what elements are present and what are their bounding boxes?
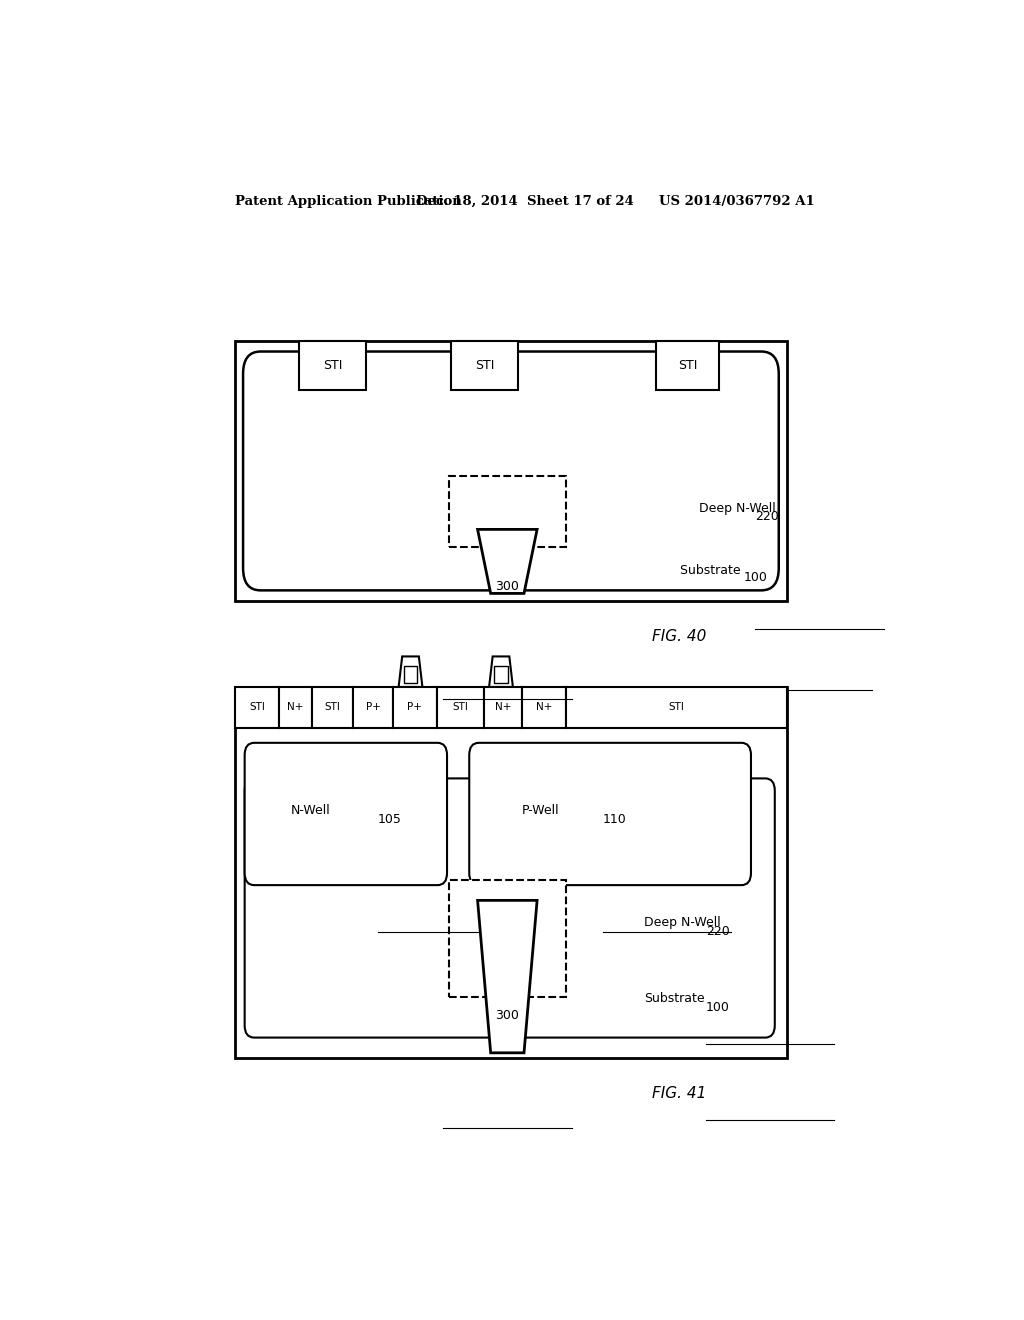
Bar — [236, 686, 279, 727]
Bar — [655, 342, 719, 391]
Text: 300: 300 — [496, 581, 519, 593]
Text: N+: N+ — [288, 702, 304, 713]
Text: N-Well: N-Well — [291, 804, 331, 817]
Text: Deep N-Well: Deep N-Well — [699, 502, 780, 515]
Bar — [449, 880, 566, 997]
Text: 105: 105 — [378, 813, 401, 826]
Text: STI: STI — [475, 359, 495, 372]
Text: 100: 100 — [706, 1001, 730, 1014]
Polygon shape — [477, 900, 538, 1053]
Text: 110: 110 — [602, 813, 627, 826]
Bar — [522, 686, 566, 727]
Text: 100: 100 — [743, 572, 768, 583]
Text: Substrate: Substrate — [644, 993, 705, 1006]
FancyBboxPatch shape — [245, 779, 775, 1038]
Bar — [279, 686, 312, 727]
Text: STI: STI — [678, 359, 697, 372]
Polygon shape — [398, 656, 423, 686]
Bar — [299, 342, 367, 391]
Bar — [312, 686, 353, 727]
Text: P+: P+ — [408, 702, 422, 713]
FancyBboxPatch shape — [245, 743, 447, 886]
Bar — [566, 686, 786, 727]
Text: 220: 220 — [755, 510, 778, 523]
FancyBboxPatch shape — [469, 743, 751, 886]
FancyBboxPatch shape — [243, 351, 778, 590]
Bar — [484, 686, 522, 727]
Text: FIG. 41: FIG. 41 — [652, 1086, 707, 1101]
Text: STI: STI — [453, 702, 468, 713]
Text: Dec. 18, 2014  Sheet 17 of 24: Dec. 18, 2014 Sheet 17 of 24 — [416, 194, 634, 207]
Bar — [436, 686, 484, 727]
Text: Deep N-Well: Deep N-Well — [644, 916, 721, 929]
Polygon shape — [477, 529, 538, 594]
Text: Patent Application Publication: Patent Application Publication — [236, 194, 462, 207]
Text: STI: STI — [249, 702, 265, 713]
Text: FIG. 40: FIG. 40 — [652, 628, 707, 644]
Polygon shape — [489, 656, 513, 686]
Bar — [403, 667, 417, 682]
Text: US 2014/0367792 A1: US 2014/0367792 A1 — [658, 194, 814, 207]
Text: N+: N+ — [536, 702, 552, 713]
Text: STI: STI — [323, 359, 342, 372]
Text: N+: N+ — [496, 702, 512, 713]
Text: STI: STI — [325, 702, 341, 713]
Bar — [353, 686, 393, 727]
Bar — [451, 342, 518, 391]
Text: Substrate: Substrate — [680, 564, 744, 577]
Text: STI: STI — [669, 702, 684, 713]
Text: P-Well: P-Well — [522, 804, 559, 817]
Text: 220: 220 — [706, 925, 729, 937]
Text: P+: P+ — [366, 702, 381, 713]
Bar — [236, 342, 786, 601]
Text: 300: 300 — [496, 1008, 519, 1022]
Bar — [236, 686, 786, 1057]
Bar — [393, 686, 436, 727]
Bar — [495, 667, 508, 682]
Bar — [449, 475, 566, 546]
